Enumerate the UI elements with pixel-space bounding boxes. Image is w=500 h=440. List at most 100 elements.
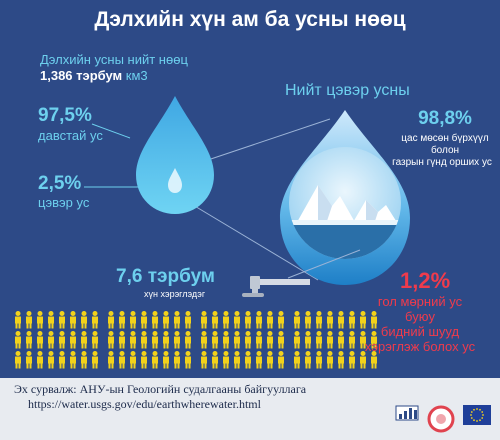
usable-percent: 1,2% xyxy=(400,268,451,293)
person-icon xyxy=(349,351,355,369)
person-icon xyxy=(152,331,158,349)
person-icon xyxy=(267,331,273,349)
person-icon xyxy=(130,351,136,369)
person-icon xyxy=(245,331,251,349)
person-icon xyxy=(59,351,65,369)
person-icon xyxy=(267,311,273,329)
person-icon xyxy=(316,351,322,369)
person-icon xyxy=(59,331,65,349)
person-icon xyxy=(223,311,229,329)
person-icon xyxy=(305,311,311,329)
round-logo-icon xyxy=(427,405,455,433)
person-icon xyxy=(371,311,377,329)
person-icon xyxy=(70,311,76,329)
bar-chart-logo-icon xyxy=(395,405,419,421)
person-icon xyxy=(119,331,125,349)
person-icon xyxy=(338,311,344,329)
person-icon xyxy=(37,351,43,369)
people-grid xyxy=(15,311,377,369)
person-icon xyxy=(141,311,147,329)
person-icon xyxy=(212,331,218,349)
person-icon xyxy=(119,311,125,329)
person-icon xyxy=(70,351,76,369)
small-drop-icon xyxy=(168,168,182,193)
person-icon xyxy=(59,311,65,329)
person-icon xyxy=(223,351,229,369)
person-icon xyxy=(108,331,114,349)
person-icon xyxy=(371,331,377,349)
person-icon xyxy=(174,351,180,369)
ice-line2: болон xyxy=(430,145,460,156)
person-icon xyxy=(371,351,377,369)
total-value: 1,386 тэрбум xyxy=(40,68,123,83)
person-icon xyxy=(256,311,262,329)
person-icon xyxy=(234,331,240,349)
total-label: Дэлхийн усны нийт нөөц xyxy=(40,52,188,67)
person-icon xyxy=(37,331,43,349)
person-icon xyxy=(256,331,262,349)
source-text: Эх сурвалж: АНУ-ын Геологийн судалгааны … xyxy=(14,382,307,396)
person-icon xyxy=(15,331,21,349)
person-icon xyxy=(15,351,21,369)
person-icon xyxy=(278,311,284,329)
source-link[interactable]: https://water.usgs.gov/edu/earthwherewat… xyxy=(28,397,261,411)
person-icon xyxy=(15,311,21,329)
usable-line3: бидний шууд xyxy=(380,324,460,339)
person-icon xyxy=(294,311,300,329)
eu-flag-icon xyxy=(463,405,491,425)
person-icon xyxy=(201,311,207,329)
person-icon xyxy=(360,331,366,349)
person-icon xyxy=(48,311,54,329)
person-icon xyxy=(92,311,98,329)
person-icon xyxy=(81,311,87,329)
person-icon xyxy=(81,331,87,349)
person-icon xyxy=(234,351,240,369)
person-icon xyxy=(26,311,32,329)
person-icon xyxy=(48,331,54,349)
person-icon xyxy=(185,311,191,329)
population-value: 7,6 тэрбум xyxy=(116,266,215,287)
person-icon xyxy=(267,351,273,369)
usable-line2: буюу xyxy=(405,309,435,324)
ice-percent: 98,8% xyxy=(418,108,472,129)
person-icon xyxy=(327,331,333,349)
salt-percent: 97,5% xyxy=(38,105,92,126)
person-icon xyxy=(37,311,43,329)
person-icon xyxy=(26,351,32,369)
person-icon xyxy=(245,351,251,369)
person-icon xyxy=(360,311,366,329)
person-icon xyxy=(201,351,207,369)
person-icon xyxy=(141,331,147,349)
person-icon xyxy=(119,351,125,369)
person-icon xyxy=(92,351,98,369)
person-icon xyxy=(349,331,355,349)
ice-line3: газрын гүнд орших ус xyxy=(392,157,492,168)
person-icon xyxy=(174,331,180,349)
person-icon xyxy=(327,311,333,329)
population-label: хүн хэрэглэдэг xyxy=(144,289,206,299)
person-icon xyxy=(141,351,147,369)
person-icon xyxy=(316,331,322,349)
fresh-total-title: Нийт цэвэр усны xyxy=(285,82,410,99)
person-icon xyxy=(92,331,98,349)
faucet-icon xyxy=(242,276,310,297)
person-icon xyxy=(278,351,284,369)
person-icon xyxy=(327,351,333,369)
person-icon xyxy=(305,351,311,369)
person-icon xyxy=(223,331,229,349)
fresh-percent: 2,5% xyxy=(38,173,82,194)
person-icon xyxy=(163,311,169,329)
person-icon xyxy=(245,311,251,329)
ice-line1: цас мөсөн бүрхүүл xyxy=(401,133,489,144)
person-icon xyxy=(294,351,300,369)
person-icon xyxy=(185,351,191,369)
person-icon xyxy=(201,331,207,349)
person-icon xyxy=(163,351,169,369)
person-icon xyxy=(349,311,355,329)
person-icon xyxy=(185,331,191,349)
person-icon xyxy=(212,311,218,329)
water-drop-icon xyxy=(136,96,214,214)
usable-line4: хэрэглэж болох ус xyxy=(364,339,476,354)
usable-line1: гол мөрний ус xyxy=(377,294,463,309)
